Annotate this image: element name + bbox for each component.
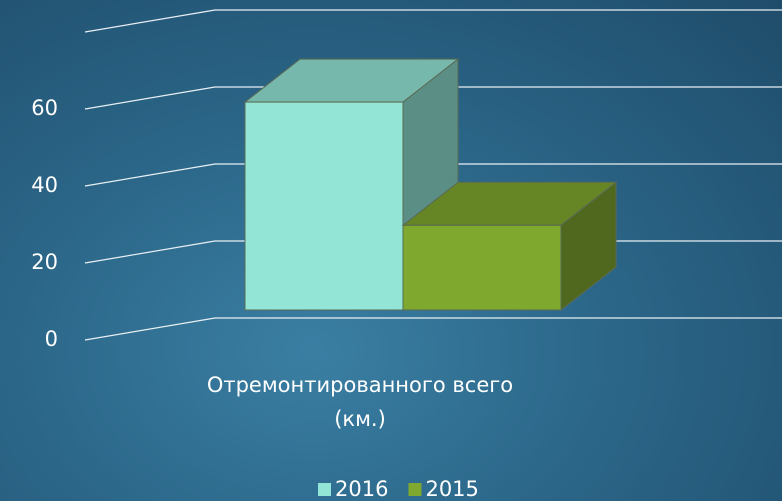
- y-tick-label: 20: [31, 250, 58, 274]
- grid-line: [84, 317, 782, 341]
- legend-label: 2016: [335, 477, 388, 501]
- y-tick-label: 60: [31, 96, 58, 120]
- bar: [402, 224, 562, 311]
- grid-line: [84, 86, 782, 110]
- y-tick-label: 0: [45, 327, 58, 351]
- bar: [244, 101, 404, 311]
- y-tick-label: 40: [31, 173, 58, 197]
- legend-swatch: [318, 483, 331, 496]
- legend-label: 2015: [425, 477, 478, 501]
- grid-line: [84, 163, 782, 187]
- grid-line: [84, 9, 782, 33]
- category-label: Отремонтированного всего (км.): [206, 373, 514, 431]
- legend-swatch: [408, 483, 422, 496]
